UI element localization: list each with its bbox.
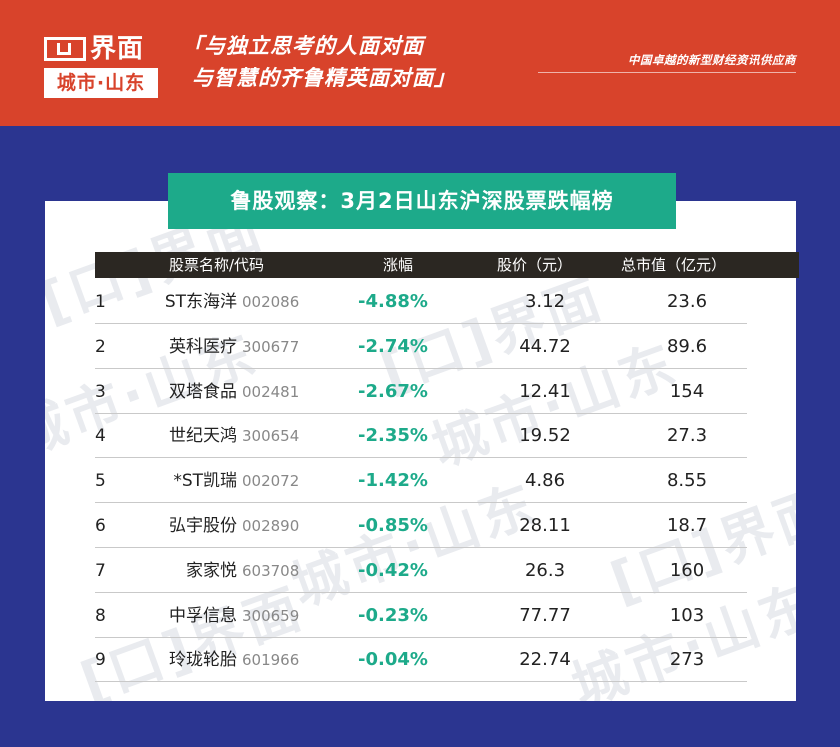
stock-code: 002086 <box>242 293 300 311</box>
stock-price: 4.86 <box>524 470 566 492</box>
table-row: 9 玲珑轮胎 601966 -0.04% 22.74 273 <box>95 638 747 683</box>
table-header: 股票名称/代码 涨幅 股价（元） 总市值（亿元） <box>95 252 799 278</box>
market-cap: 160 <box>669 559 705 581</box>
column-header-cap: 总市值（亿元） <box>621 256 727 274</box>
stock-price: 22.74 <box>519 649 571 671</box>
page-title: 鲁股观察：3月2日山东沪深股票跌幅榜 <box>168 173 676 229</box>
table-card: [口]界面 城市·山东 [口]界面 城市·山东 [口]界面 [口]界面 城市·山… <box>45 201 796 701</box>
stock-code: 300677 <box>242 337 300 356</box>
change-pct: -2.35% <box>358 425 428 447</box>
stock-code: 603708 <box>242 561 300 580</box>
market-cap: 23.6 <box>666 291 708 312</box>
column-header-change: 涨幅 <box>383 256 414 274</box>
rank-cell: 6 <box>95 516 106 536</box>
change-pct: -0.42% <box>358 559 428 581</box>
stock-code: 002481 <box>242 382 300 401</box>
slogan: 与独立思考的人面对面 与智慧的齐鲁精英面对面 <box>182 30 456 94</box>
rank-cell: 8 <box>95 605 106 626</box>
stock-price: 26.3 <box>524 559 566 581</box>
rank-cell: 9 <box>95 650 106 671</box>
stock-name: 家家悦 <box>186 560 237 581</box>
stock-price: 44.72 <box>519 335 571 357</box>
table-row: 4 世纪天鸿 300654 -2.35% 19.52 27.3 <box>95 414 747 459</box>
market-cap: 154 <box>669 380 705 402</box>
change-pct: -1.42% <box>358 470 428 492</box>
rank-cell: 4 <box>95 426 106 447</box>
change-pct: -4.88% <box>358 291 428 312</box>
change-pct: -0.04% <box>358 649 428 671</box>
table-row: 8 中孚信息 300659 -0.23% 77.77 103 <box>95 594 747 638</box>
rank-cell: 5 <box>95 471 106 492</box>
stock-name: 玲珑轮胎 <box>169 650 237 671</box>
change-pct: -0.23% <box>358 604 428 626</box>
tagline: 中国卓越的新型财经资讯供应商 <box>628 53 796 67</box>
market-cap: 89.6 <box>666 335 708 357</box>
stock-price: 28.11 <box>519 515 571 536</box>
rank-cell: 7 <box>95 560 106 581</box>
stock-price: 3.12 <box>524 291 566 312</box>
stock-name: 弘宇股份 <box>169 516 237 536</box>
stock-price: 12.41 <box>519 380 571 402</box>
market-cap: 8.55 <box>666 470 708 492</box>
change-pct: -2.67% <box>358 380 428 402</box>
market-cap: 18.7 <box>666 515 708 536</box>
slogan-line-1: 与独立思考的人面对面 <box>182 30 456 62</box>
table-row: 7 家家悦 603708 -0.42% 26.3 160 <box>95 549 747 593</box>
brand-logo: 界面 城市·山东 <box>44 34 158 98</box>
stock-name: ST东海洋 <box>164 292 237 312</box>
brand-mark-icon <box>44 37 86 61</box>
stock-price: 77.77 <box>519 604 571 626</box>
stock-price: 19.52 <box>519 425 571 447</box>
stock-code: 300659 <box>242 606 300 625</box>
market-cap: 103 <box>669 604 705 626</box>
stock-code: 002890 <box>242 517 300 535</box>
table-row: 2 英科医疗 300677 -2.74% 44.72 89.6 <box>95 325 747 369</box>
stock-code: 002072 <box>242 472 300 491</box>
market-cap: 27.3 <box>666 425 708 447</box>
table-row: 5 *ST凯瑞 002072 -1.42% 4.86 8.55 <box>95 459 747 504</box>
stock-code: 601966 <box>242 651 300 670</box>
rank-cell: 3 <box>95 381 106 402</box>
rank-cell: 1 <box>95 292 106 312</box>
change-pct: -0.85% <box>358 515 428 536</box>
stock-name: 中孚信息 <box>169 605 237 626</box>
brand-subname: 城市·山东 <box>44 68 158 98</box>
stock-name: 世纪天鸿 <box>169 426 237 447</box>
stock-code: 300654 <box>242 427 300 446</box>
column-header-name-code: 股票名称/代码 <box>169 256 265 274</box>
market-cap: 273 <box>669 649 705 671</box>
change-pct: -2.74% <box>358 335 428 357</box>
stock-name: 双塔食品 <box>169 381 237 402</box>
table-row: 3 双塔食品 002481 -2.67% 12.41 154 <box>95 370 747 414</box>
rank-cell: 2 <box>95 336 106 357</box>
tagline-divider <box>538 72 796 73</box>
top-banner: 界面 城市·山东 与独立思考的人面对面 与智慧的齐鲁精英面对面 中国卓越的新型财… <box>0 0 840 126</box>
stock-name: *ST凯瑞 <box>173 471 237 492</box>
stock-name: 英科医疗 <box>169 336 237 357</box>
slogan-line-2: 与智慧的齐鲁精英面对面 <box>182 62 456 94</box>
table-row: 6 弘宇股份 002890 -0.85% 28.11 18.7 <box>95 504 747 548</box>
column-header-price: 股价（元） <box>497 256 573 274</box>
table-row: 1 ST东海洋 002086 -4.88% 3.12 23.6 <box>95 280 747 324</box>
brand-name: 界面 <box>90 34 145 64</box>
